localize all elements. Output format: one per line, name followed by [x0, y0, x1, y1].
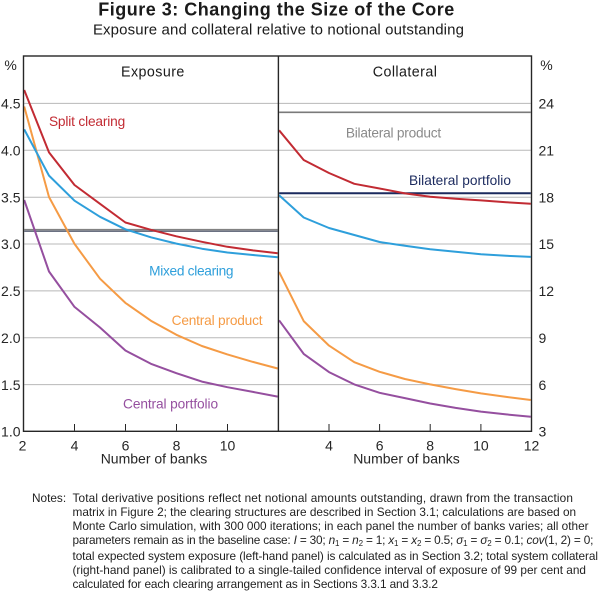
svg-text:8: 8: [426, 437, 434, 453]
svg-text:6: 6: [122, 437, 130, 453]
svg-text:Collateral: Collateral: [373, 65, 438, 81]
svg-text:Exposure and collateral relati: Exposure and collateral relative to noti…: [93, 22, 464, 39]
svg-text:3: 3: [539, 424, 547, 440]
svg-text:Figure 3: Changing the Size of: Figure 3: Changing the Size of the Core: [98, 0, 455, 20]
svg-text:1.0: 1.0: [1, 424, 21, 440]
svg-text:2.5: 2.5: [1, 283, 21, 299]
svg-text:Number of banks: Number of banks: [101, 450, 208, 466]
svg-text:4: 4: [325, 437, 333, 453]
svg-text:Bilateral product: Bilateral product: [346, 125, 442, 140]
svg-text:21: 21: [539, 143, 555, 159]
svg-text:18: 18: [539, 189, 555, 205]
svg-text:10: 10: [473, 437, 489, 453]
svg-text:Split clearing: Split clearing: [49, 114, 125, 129]
svg-text:%: %: [540, 57, 552, 73]
svg-text:6: 6: [539, 377, 547, 393]
svg-text:4.0: 4.0: [1, 143, 21, 159]
svg-text:4.5: 4.5: [1, 96, 21, 112]
svg-text:4: 4: [71, 437, 79, 453]
svg-text:24: 24: [539, 96, 555, 112]
svg-text:6: 6: [376, 437, 384, 453]
svg-text:Central product: Central product: [172, 313, 263, 328]
svg-text:Bilateral portfolio: Bilateral portfolio: [409, 173, 511, 188]
svg-text:12: 12: [539, 283, 555, 299]
svg-text:Exposure: Exposure: [121, 65, 185, 81]
svg-text:12: 12: [524, 437, 540, 453]
svg-text:2: 2: [19, 437, 27, 453]
svg-text:%: %: [4, 57, 16, 73]
svg-text:10: 10: [220, 437, 236, 453]
svg-text:9: 9: [539, 330, 547, 346]
svg-text:Number of banks: Number of banks: [353, 450, 460, 466]
svg-text:Central portfolio: Central portfolio: [123, 397, 218, 412]
svg-text:Mixed clearing: Mixed clearing: [149, 263, 233, 278]
svg-text:3.0: 3.0: [1, 236, 21, 252]
svg-text:15: 15: [539, 236, 555, 252]
svg-text:3.5: 3.5: [1, 189, 21, 205]
svg-text:1.5: 1.5: [1, 377, 21, 393]
svg-text:2.0: 2.0: [1, 330, 21, 346]
svg-text:8: 8: [173, 437, 181, 453]
